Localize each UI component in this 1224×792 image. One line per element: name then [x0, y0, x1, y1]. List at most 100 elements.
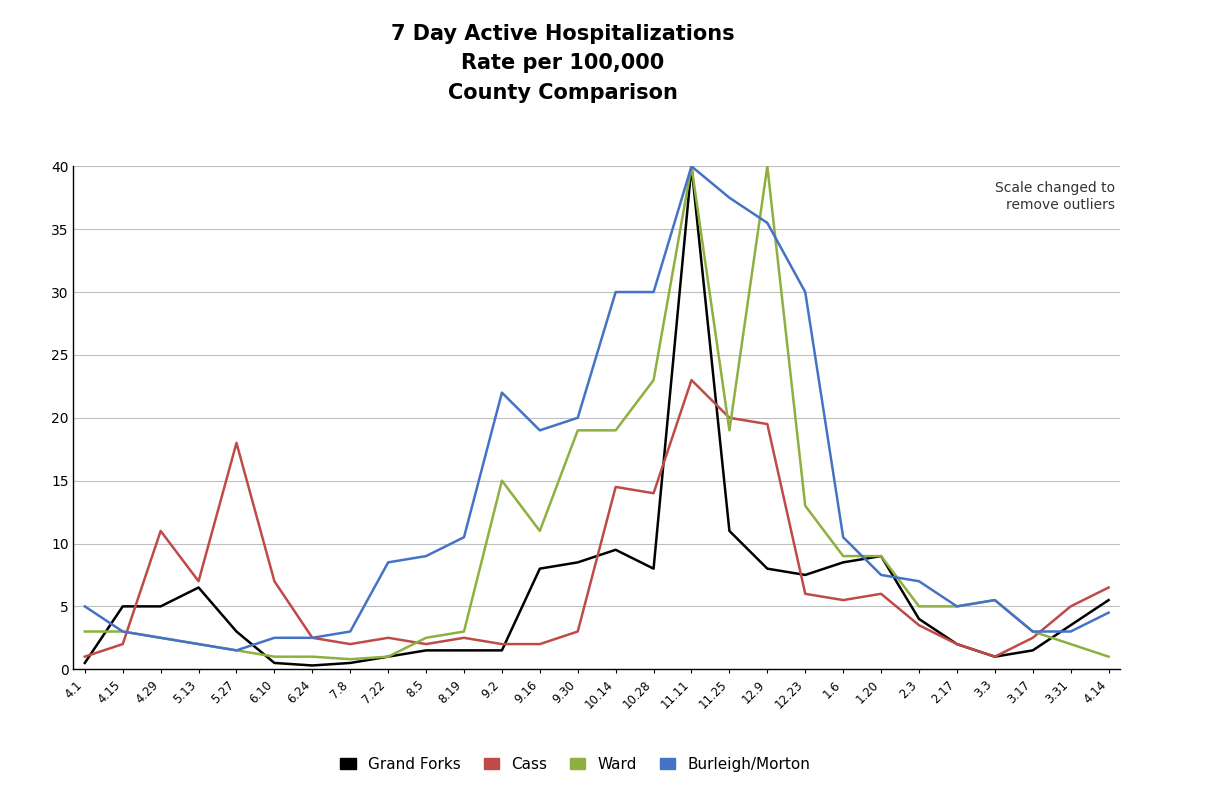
Ward [457, 626, 471, 636]
Grand Forks [836, 558, 851, 567]
Burleigh/Morton [760, 218, 775, 227]
Ward [912, 602, 927, 611]
Cass [912, 620, 927, 630]
Cass [646, 489, 661, 498]
Cass [1026, 633, 1040, 642]
Ward [646, 375, 661, 385]
Burleigh/Morton [570, 413, 585, 422]
Cass [684, 375, 699, 385]
Grand Forks [988, 652, 1002, 661]
Burleigh/Morton [115, 626, 130, 636]
Line: Burleigh/Morton: Burleigh/Morton [84, 166, 1109, 650]
Burleigh/Morton [419, 551, 433, 561]
Legend: Grand Forks, Cass, Ward, Burleigh/Morton: Grand Forks, Cass, Ward, Burleigh/Morton [335, 752, 815, 776]
Grand Forks [798, 570, 813, 580]
Burleigh/Morton [836, 532, 851, 542]
Grand Forks [646, 564, 661, 573]
Cass [305, 633, 319, 642]
Grand Forks [874, 551, 889, 561]
Cass [343, 639, 357, 649]
Burleigh/Morton [191, 639, 206, 649]
Line: Cass: Cass [84, 380, 1109, 657]
Grand Forks [381, 652, 395, 661]
Burleigh/Morton [1064, 626, 1078, 636]
Grand Forks [77, 658, 92, 668]
Grand Forks [532, 564, 547, 573]
Ward [836, 551, 851, 561]
Cass [988, 652, 1002, 661]
Grand Forks [570, 558, 585, 567]
Burleigh/Morton [684, 162, 699, 171]
Ward [1064, 639, 1078, 649]
Burleigh/Morton [532, 425, 547, 435]
Grand Forks [305, 661, 319, 670]
Cass [798, 589, 813, 599]
Ward [798, 501, 813, 511]
Cass [532, 639, 547, 649]
Grand Forks [267, 658, 282, 668]
Ward [722, 425, 737, 435]
Grand Forks [153, 602, 168, 611]
Cass [722, 413, 737, 422]
Ward [381, 652, 395, 661]
Cass [267, 577, 282, 586]
Line: Grand Forks: Grand Forks [84, 166, 1109, 665]
Cass [874, 589, 889, 599]
Burleigh/Morton [912, 577, 927, 586]
Text: 7 Day Active Hospitalizations
Rate per 100,000
County Comparison: 7 Day Active Hospitalizations Rate per 1… [392, 24, 734, 103]
Ward [419, 633, 433, 642]
Grand Forks [684, 162, 699, 171]
Burleigh/Morton [494, 388, 509, 398]
Ward [305, 652, 319, 661]
Burleigh/Morton [722, 193, 737, 203]
Grand Forks [912, 615, 927, 624]
Grand Forks [1064, 620, 1078, 630]
Cass [381, 633, 395, 642]
Burleigh/Morton [381, 558, 395, 567]
Ward [343, 654, 357, 664]
Ward [115, 626, 130, 636]
Burleigh/Morton [457, 532, 471, 542]
Cass [419, 639, 433, 649]
Cass [836, 596, 851, 605]
Burleigh/Morton [874, 570, 889, 580]
Burleigh/Morton [305, 633, 319, 642]
Cass [77, 652, 92, 661]
Ward [874, 551, 889, 561]
Ward [532, 526, 547, 535]
Grand Forks [760, 564, 775, 573]
Ward [77, 626, 92, 636]
Grand Forks [494, 645, 509, 655]
Cass [153, 526, 168, 535]
Grand Forks [229, 626, 244, 636]
Cass [457, 633, 471, 642]
Cass [760, 419, 775, 428]
Cass [608, 482, 623, 492]
Grand Forks [1026, 645, 1040, 655]
Grand Forks [343, 658, 357, 668]
Burleigh/Morton [229, 645, 244, 655]
Ward [570, 425, 585, 435]
Ward [1102, 652, 1116, 661]
Ward [684, 162, 699, 171]
Ward [229, 645, 244, 655]
Line: Ward: Ward [84, 166, 1109, 659]
Burleigh/Morton [608, 287, 623, 297]
Grand Forks [1102, 596, 1116, 605]
Burleigh/Morton [988, 596, 1002, 605]
Grand Forks [115, 602, 130, 611]
Ward [267, 652, 282, 661]
Burleigh/Morton [1102, 608, 1116, 618]
Cass [950, 639, 965, 649]
Burleigh/Morton [646, 287, 661, 297]
Cass [494, 639, 509, 649]
Cass [191, 577, 206, 586]
Ward [760, 162, 775, 171]
Ward [608, 425, 623, 435]
Grand Forks [419, 645, 433, 655]
Grand Forks [722, 526, 737, 535]
Cass [570, 626, 585, 636]
Grand Forks [608, 545, 623, 554]
Burleigh/Morton [343, 626, 357, 636]
Grand Forks [457, 645, 471, 655]
